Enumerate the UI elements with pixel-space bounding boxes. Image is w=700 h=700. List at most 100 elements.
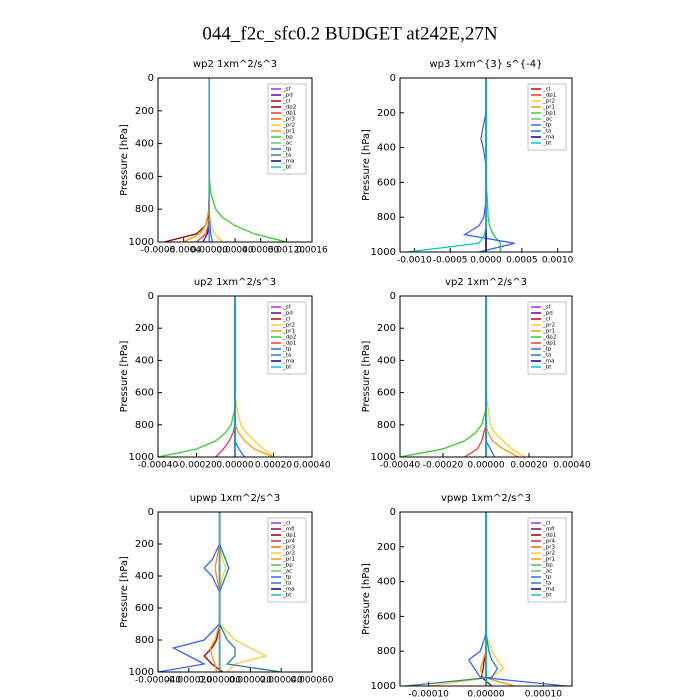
panel-title: wp2 1xm^2/s^3 xyxy=(193,59,277,70)
legend-label: _pr3 xyxy=(282,545,296,551)
legend-label: _tp xyxy=(542,347,552,353)
legend-label: _ta xyxy=(282,353,291,359)
legend-label: _pr3 xyxy=(542,545,556,551)
legend-label: _ac xyxy=(282,569,292,575)
panel-title: vpwp 1xm^2/s^3 xyxy=(441,493,531,504)
legend-label: _dp2 xyxy=(282,105,296,111)
x-tick-label: 0.00040 xyxy=(293,461,330,471)
legend-label: _tp xyxy=(282,147,292,153)
legend-label: _sf xyxy=(282,87,292,93)
legend-label: _dp1 xyxy=(282,341,296,347)
y-tick-label: 600 xyxy=(135,388,154,399)
y-tick-label: 800 xyxy=(377,646,396,657)
legend-label: _dp1 xyxy=(542,93,556,99)
panel-title: vp2 1xm^2/s^3 xyxy=(445,277,527,288)
profile-line xyxy=(399,296,487,458)
legend-label: _ma xyxy=(282,159,294,165)
profile-line xyxy=(218,512,268,673)
legend-label: _pd xyxy=(282,93,293,99)
x-tick-label: 0.00020 xyxy=(510,461,547,471)
y-tick-label: 800 xyxy=(135,420,154,431)
legend-label: _bt xyxy=(282,365,292,371)
y-axis-label: Pressure [hPa] xyxy=(119,124,130,196)
legend-label: _cl xyxy=(542,317,551,323)
x-tick-label: -0.0010 xyxy=(397,256,432,266)
profile-line xyxy=(407,78,487,253)
plot-frame xyxy=(399,77,573,253)
x-tick-label: 0.00000 xyxy=(467,690,504,700)
y-tick-label: 200 xyxy=(135,323,154,334)
legend-label: _ma xyxy=(542,587,554,593)
legend-label: _pr3 xyxy=(282,117,296,123)
legend-label: _ta xyxy=(282,581,291,587)
legend-label: _ma xyxy=(282,359,294,365)
legend-label: _ta xyxy=(282,153,291,159)
y-tick-label: 200 xyxy=(377,542,396,553)
legend-label: _pr1 xyxy=(542,105,555,111)
legend-box xyxy=(267,517,307,603)
y-tick-label: 400 xyxy=(135,139,154,150)
legend-label: _dp1 xyxy=(542,533,556,539)
legend-label: _pr2 xyxy=(542,99,555,105)
y-tick-label: 200 xyxy=(135,106,154,117)
x-tick-label: 0.00040 xyxy=(553,461,590,471)
legend-label: _tp xyxy=(542,575,552,581)
legend-label: _pr2 xyxy=(282,123,295,129)
y-tick-label: 400 xyxy=(135,355,154,366)
legend-label: _pr4 xyxy=(542,539,556,545)
legend-label: _cl xyxy=(282,521,291,527)
page-title: 044_f2c_sfc0.2 BUDGET at242E,27N xyxy=(202,23,497,44)
x-tick-label: -0.00040 xyxy=(380,461,421,471)
legend-label: _pd xyxy=(542,311,553,317)
x-tick-label: 0.000000 xyxy=(198,676,241,686)
legend-label: _cl xyxy=(282,99,291,105)
profile-line xyxy=(485,296,526,458)
legend-label: _bp xyxy=(542,563,553,569)
legend-label: _bp xyxy=(282,563,293,569)
x-tick-label: 0.000020 xyxy=(229,676,272,686)
y-tick-label: 1000 xyxy=(371,452,396,463)
y-tick-label: 600 xyxy=(135,171,154,182)
legend-label: _bt xyxy=(282,593,292,599)
profile-line xyxy=(485,78,501,252)
legend-label: _dp1 xyxy=(282,533,296,539)
legend-label: _cl xyxy=(542,521,551,527)
plot-frame xyxy=(157,77,313,243)
legend-box xyxy=(527,517,567,603)
legend-label: _pr4 xyxy=(282,539,296,545)
profile-line xyxy=(164,78,210,243)
x-tick-label: 0.00000 xyxy=(467,461,504,471)
legend-label: _bp xyxy=(282,135,293,141)
plot-frame xyxy=(157,295,313,458)
legend-label: _bt xyxy=(542,365,552,371)
legend-label: _dp2 xyxy=(542,335,556,341)
panel-title: wp3 1xm^{3} s^{-4} xyxy=(429,59,542,70)
legend-label: _sf xyxy=(282,305,292,311)
x-tick-label: 0.000040 xyxy=(260,676,303,686)
legend-label: _pr2 xyxy=(282,323,295,329)
y-axis-label: Pressure [hPa] xyxy=(361,129,372,201)
legend-label: _bt xyxy=(282,165,292,171)
y-tick-label: 600 xyxy=(377,177,396,188)
profile-line xyxy=(234,296,274,458)
legend-box xyxy=(267,301,307,375)
profile-line xyxy=(485,296,519,458)
legend-label: _ma xyxy=(542,359,554,365)
x-tick-label: 0.000060 xyxy=(291,676,334,686)
profile-line xyxy=(208,78,223,243)
legend-label: _ac xyxy=(542,117,552,123)
legend-label: _ac xyxy=(282,141,292,147)
y-tick-label: 1000 xyxy=(129,452,154,463)
legend-label: _pr2 xyxy=(542,551,555,557)
legend-label: _dp1 xyxy=(282,111,296,117)
panel-title: up2 1xm^2/s^3 xyxy=(194,277,276,288)
y-tick-label: 800 xyxy=(377,212,396,223)
legend-label: _pr2 xyxy=(282,551,295,557)
y-tick-label: 200 xyxy=(377,323,396,334)
x-tick-label: 0.00020 xyxy=(255,461,292,471)
x-tick-label: -0.0005 xyxy=(433,256,468,266)
y-tick-label: 0 xyxy=(390,507,396,518)
plot-frame xyxy=(399,295,573,458)
y-tick-label: 400 xyxy=(377,143,396,154)
y-tick-label: 0 xyxy=(148,73,154,84)
